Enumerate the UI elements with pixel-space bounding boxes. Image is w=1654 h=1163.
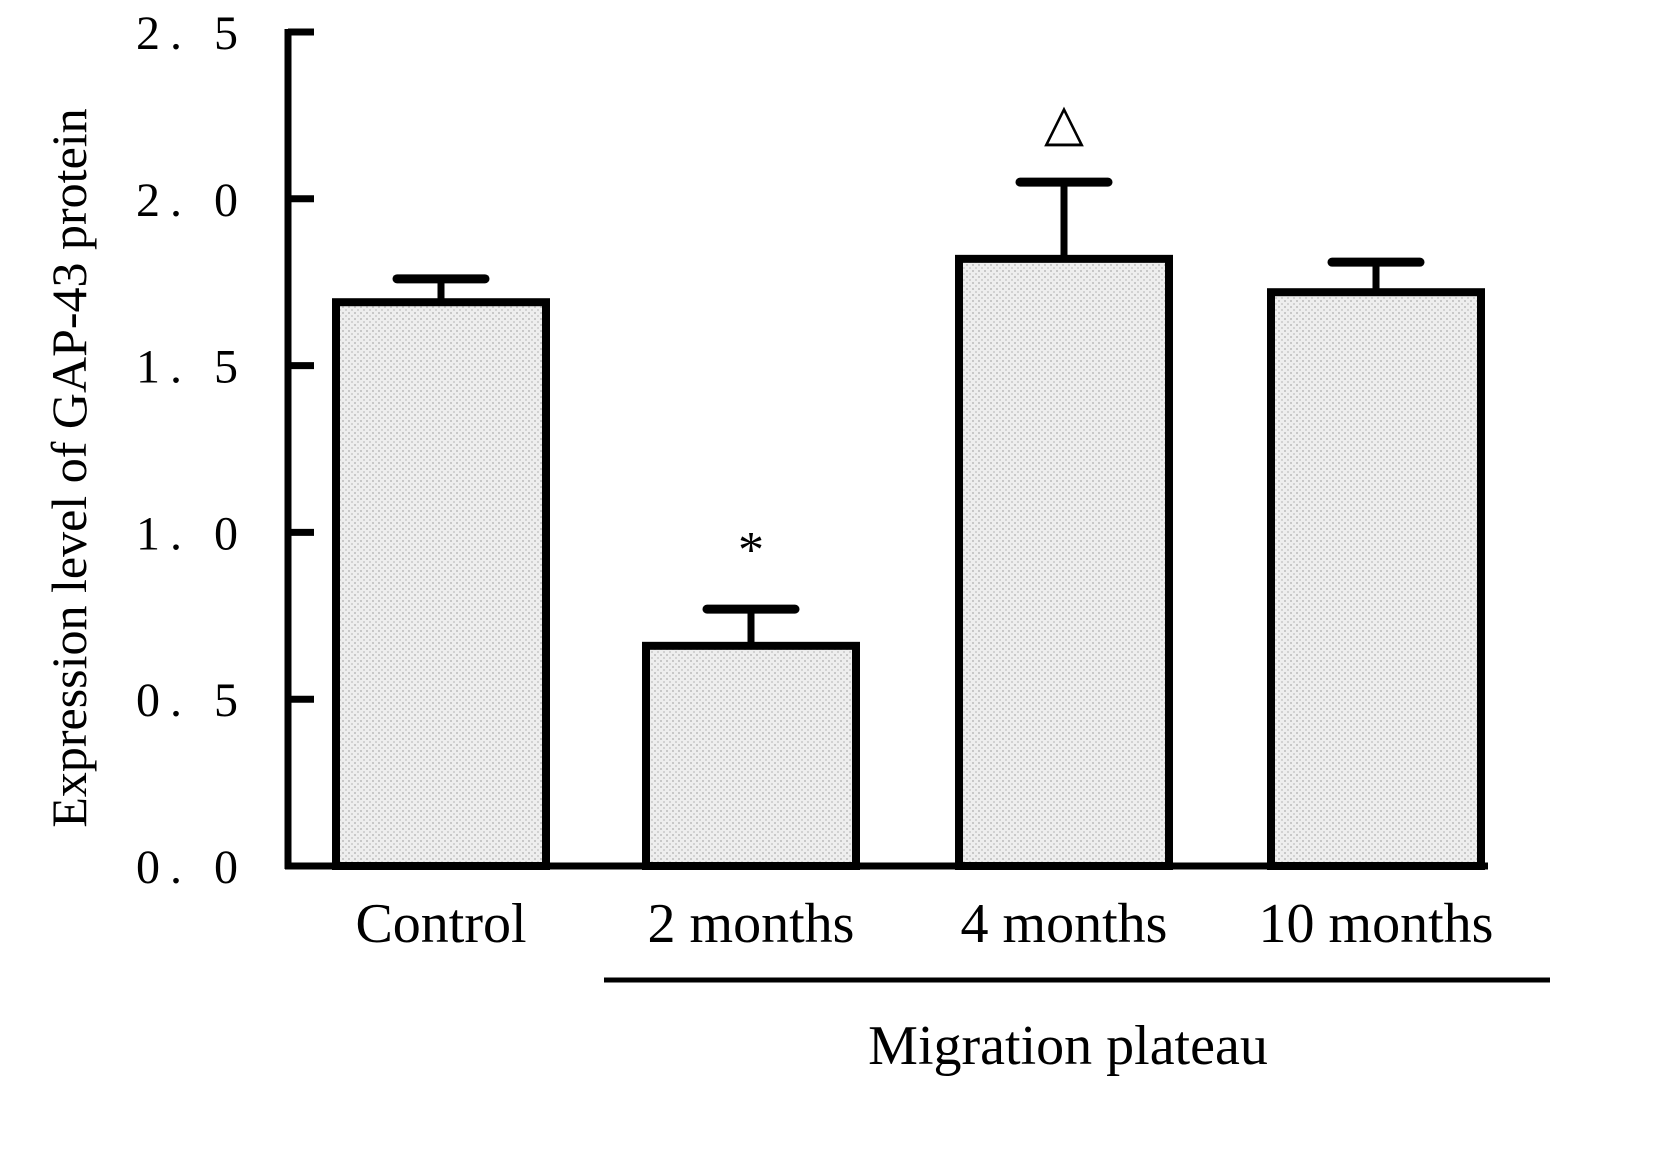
x-category-labels: Control 2 months 4 months 10 months bbox=[355, 893, 1493, 955]
bar bbox=[642, 641, 860, 870]
y-tick-label: 0. 0 bbox=[136, 841, 248, 894]
y-tick-label: 1. 0 bbox=[136, 507, 248, 560]
x-category-label: 10 months bbox=[1259, 893, 1494, 955]
bars-layer bbox=[332, 254, 1485, 870]
y-tick-label: 0. 5 bbox=[136, 674, 248, 727]
bar bbox=[1267, 288, 1485, 870]
bar bbox=[332, 298, 550, 870]
y-axis-title: Expression level of GAP-43 protein bbox=[41, 108, 97, 827]
error-bars-layer bbox=[392, 177, 1425, 646]
x-category-label: 4 months bbox=[961, 893, 1168, 955]
group-label: Migration plateau bbox=[868, 1015, 1268, 1077]
y-tick-label: 2. 0 bbox=[136, 174, 248, 227]
x-category-label: 2 months bbox=[648, 893, 855, 955]
bar bbox=[955, 254, 1173, 870]
significance-mark: * bbox=[738, 522, 764, 579]
y-tick-label: 2. 5 bbox=[136, 7, 248, 60]
y-tick-label: 1. 5 bbox=[136, 341, 248, 394]
significance-annotations: *△ bbox=[738, 95, 1084, 579]
y-ticks: 0. 0 0. 5 1. 0 1. 5 2. 0 2. 5 bbox=[136, 7, 314, 894]
x-category-label: Control bbox=[355, 893, 526, 955]
significance-mark: △ bbox=[1044, 95, 1084, 152]
